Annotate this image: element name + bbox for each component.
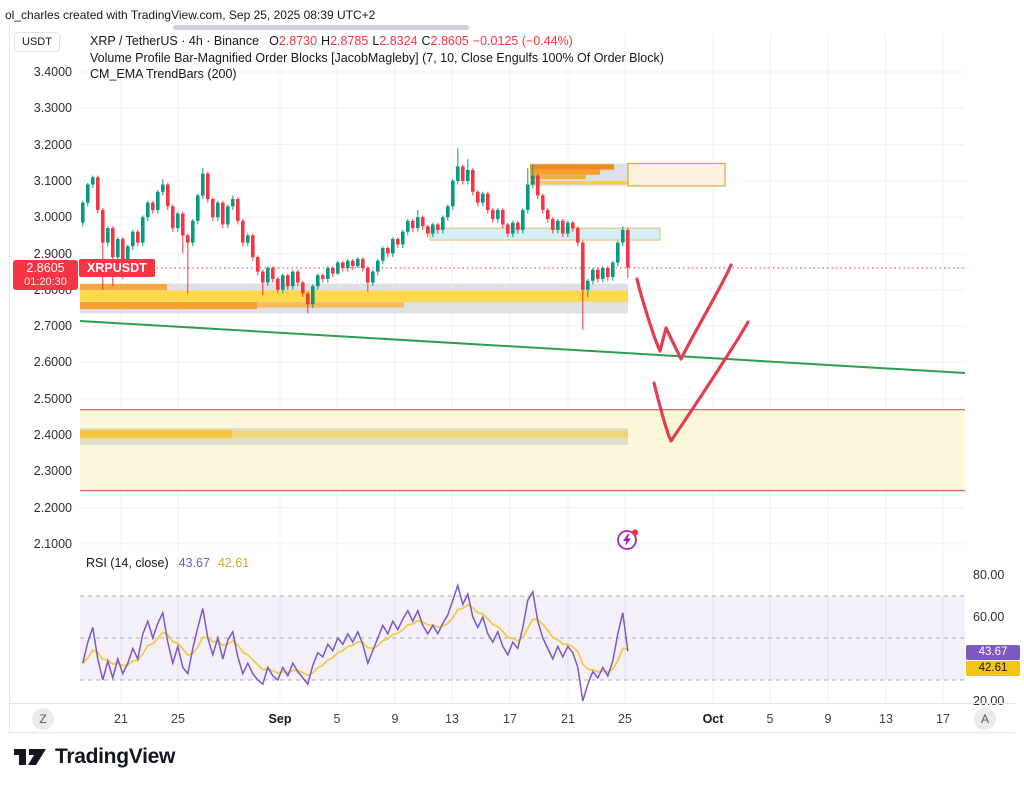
open-value: 2.8730 bbox=[278, 34, 318, 48]
current-price-value: 2.8605 bbox=[26, 261, 65, 275]
price-axis-label: 3.1000 bbox=[33, 173, 72, 188]
low-value: 2.8324 bbox=[379, 34, 418, 48]
price-axis-label: 3.0000 bbox=[33, 210, 72, 225]
rsi-axis-label: 60.00 bbox=[973, 610, 1005, 624]
rsi-axis-label: 80.00 bbox=[973, 568, 1005, 582]
time-axis-label: 13 bbox=[879, 712, 893, 726]
chart-frame-left-border bbox=[9, 24, 10, 732]
rsi-value-yellow: 42.61 bbox=[217, 556, 250, 570]
close-value: 2.8605 bbox=[430, 34, 469, 48]
time-axis-label: 5 bbox=[333, 712, 341, 726]
price-axis-label: 2.6000 bbox=[33, 355, 72, 370]
currency-toggle-button[interactable]: USDT bbox=[14, 32, 60, 52]
time-axis-label: 21 bbox=[561, 712, 575, 726]
price-axis-label: 3.4000 bbox=[33, 65, 72, 79]
time-axis-label: Oct bbox=[702, 712, 724, 726]
chart-bottom-border bbox=[9, 732, 1015, 733]
close-label: C bbox=[421, 34, 431, 48]
time-axis-label: 17 bbox=[503, 712, 517, 726]
price-axis-label: 2.2000 bbox=[33, 500, 72, 515]
attribution-text: ol_charles created with TradingView.com,… bbox=[5, 8, 376, 22]
open-label: O bbox=[269, 34, 279, 48]
time-axis-label: 9 bbox=[391, 712, 399, 726]
rsi-axis-label: 20.00 bbox=[973, 694, 1005, 708]
rsi-value-purple: 43.67 bbox=[178, 556, 210, 570]
price-axis-label: 2.3000 bbox=[33, 464, 72, 479]
tradingview-logo[interactable]: TradingView bbox=[12, 745, 175, 769]
price-axis-label: 2.5000 bbox=[33, 391, 72, 406]
price-axis-label: 2.1000 bbox=[33, 536, 72, 551]
symbol-ohlc-row[interactable]: XRP / TetherUS · 4h · Binance O2.8730 H2.8… bbox=[90, 33, 664, 50]
lightning-alert-icon[interactable] bbox=[616, 527, 640, 551]
time-axis-label: 25 bbox=[171, 712, 185, 726]
symbol-title[interactable]: XRP / TetherUS · 4h · Binance bbox=[90, 34, 260, 48]
current-price-badge: 2.8605 01:20:30 bbox=[13, 260, 78, 290]
price-axis-label: 3.3000 bbox=[33, 101, 72, 116]
price-axis-label: 2.9000 bbox=[33, 246, 72, 261]
tradingview-logo-mark bbox=[14, 749, 46, 765]
time-axis-label: 17 bbox=[936, 712, 950, 726]
price-axis-label: 3.2000 bbox=[33, 137, 72, 152]
rsi-purple-badge: 43.67 bbox=[966, 645, 1020, 660]
symbol-flag-badge: XRPUSDT bbox=[79, 259, 155, 277]
change-value: −0.0125 (−0.44%) bbox=[472, 34, 573, 48]
rsi-legend[interactable]: RSI (14, close) 43.67 42.61 bbox=[86, 556, 249, 570]
time-axis-label: 13 bbox=[445, 712, 459, 726]
high-label: H bbox=[321, 34, 331, 48]
rsi-title: RSI (14, close) bbox=[86, 556, 169, 570]
price-axis-label: 2.7000 bbox=[33, 319, 72, 334]
autoscale-badge: A bbox=[974, 708, 996, 730]
time-axis-separator bbox=[9, 703, 1015, 704]
indicator-cm-ema-label[interactable]: CM_EMA TrendBars (200) bbox=[90, 67, 237, 81]
time-axis-label: 9 bbox=[824, 712, 832, 726]
timezone-badge: Z bbox=[32, 708, 54, 730]
time-axis-label: 21 bbox=[114, 712, 128, 726]
price-axis-label: 2.4000 bbox=[33, 428, 72, 442]
time-axis-label: 5 bbox=[766, 712, 774, 726]
chart-legend: XRP / TetherUS · 4h · Binance O2.8730 H2.8… bbox=[90, 33, 664, 83]
high-value: 2.8785 bbox=[330, 34, 369, 48]
rsi-yellow-badge: 42.61 bbox=[966, 661, 1020, 676]
low-label: L bbox=[372, 34, 380, 48]
time-axis-label: 25 bbox=[618, 712, 632, 726]
indicator-volume-profile-label[interactable]: Volume Profile Bar-Magnified Order Block… bbox=[90, 50, 664, 65]
time-axis-label: Sep bbox=[268, 712, 292, 726]
chart-scrollbar[interactable] bbox=[173, 25, 469, 30]
bar-countdown: 01:20:30 bbox=[24, 276, 67, 288]
tradingview-logo-text: TradingView bbox=[55, 745, 176, 768]
